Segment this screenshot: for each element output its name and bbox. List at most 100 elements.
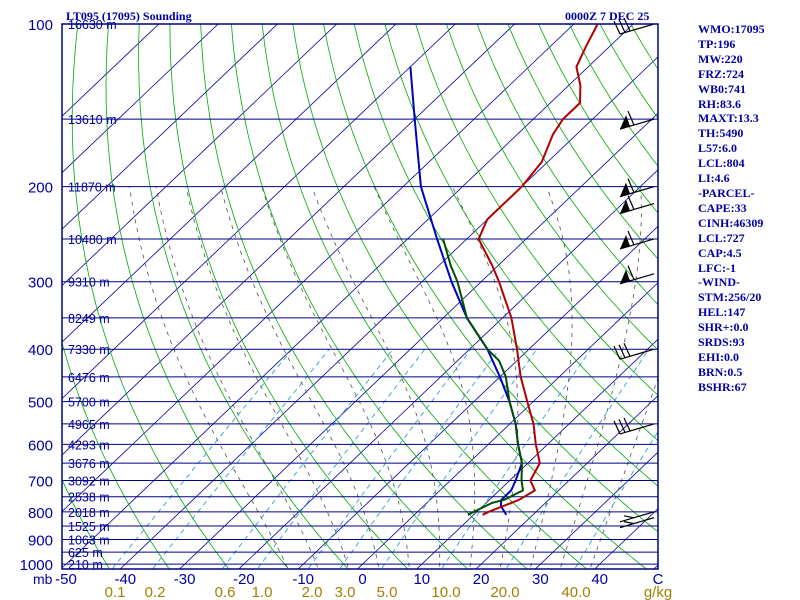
stat-6: MAXT:13.3 (698, 111, 759, 126)
stat-10: LI:4.6 (698, 171, 730, 186)
mixing-ratio-label-9: 40.0 (561, 584, 590, 600)
mixing-ratio-label-0: 0.1 (105, 584, 126, 600)
stat-5: RH:83.6 (698, 96, 741, 111)
stat-18: STM:256/20 (698, 290, 762, 305)
mixing-ratio-line-40 (574, 430, 658, 569)
height-label-200: 11870 m (68, 181, 116, 195)
wind-barb-flag (620, 115, 630, 130)
dry-adiabat-480 (767, 0, 800, 576)
wind-barb-150 (619, 110, 655, 130)
dry-adiabat-490 (796, 0, 800, 576)
mixing-ratio-line-10 (440, 348, 592, 569)
pressure-unit-label: mb (33, 571, 53, 587)
wind-barb-staff (619, 238, 655, 250)
isotherm-30 (534, 451, 658, 569)
stat-4: WB0:741 (698, 81, 746, 96)
wind-barb-tick (618, 419, 626, 433)
wind-barb-tick (627, 178, 635, 193)
mixing-ratio-label-5: 3.0 (335, 584, 356, 600)
dry-adiabat-330 (323, 24, 658, 533)
height-label-450: 6476 m (68, 371, 110, 385)
isotherm--100 (62, 24, 338, 287)
mixing-ratio-label-10: g/kg (644, 584, 672, 600)
stat-3: FRZ:724 (698, 66, 744, 81)
station-title: LT095 (17095) Sounding (66, 9, 192, 23)
mixing-ratio-label-7: 10.0 (431, 584, 460, 600)
isotherm--120 (62, 24, 219, 174)
plot-border (61, 23, 659, 570)
pressure-tick-1000: 1000 (20, 557, 53, 574)
height-label-750: 2538 m (68, 491, 110, 505)
wind-barb-tick (627, 110, 635, 126)
wind-barb-tick (627, 230, 635, 246)
dry-adiabat-240 (62, 341, 170, 569)
mixing-ratio-line-3 (339, 348, 500, 569)
isotherm-0 (356, 282, 658, 569)
dry-adiabat-310 (261, 24, 588, 569)
wind-barb-400 (613, 342, 655, 360)
height-label-250: 10480 m (68, 233, 117, 247)
moist-adiabat-40 (589, 376, 658, 569)
plot-frame (61, 23, 659, 570)
stat-7: TH:5490 (698, 126, 744, 141)
mixing-ratio-line-0.6 (221, 348, 394, 569)
isotherm--30 (178, 112, 658, 569)
isotherm--110 (62, 24, 278, 230)
wind-barb-staff (619, 186, 655, 198)
wind-barb-250 (619, 230, 655, 250)
wind-barb-staff (619, 118, 655, 130)
dry-adiabat-270 (138, 24, 349, 569)
isotherm--50 (62, 24, 634, 569)
mixing-ratio-line-1 (256, 348, 426, 569)
wind-barb-flag (620, 269, 630, 284)
height-label-950: 625 m (68, 546, 103, 560)
wind-barb-tick (613, 345, 621, 360)
stat-2: MW:220 (698, 51, 743, 66)
temp-tick-9: 40 (591, 571, 608, 588)
height-label-100: 16630 m (68, 18, 117, 32)
temp-tick-3: -20 (233, 571, 255, 588)
mixing-ratio-label-1: 0.2 (145, 584, 166, 600)
mixing-ratio-line-5 (380, 348, 538, 569)
stat-21: SRDS:93 (698, 335, 745, 350)
isotherms (62, 24, 658, 569)
wind-barb-550 (613, 417, 655, 435)
height-label-150: 13610 m (68, 113, 117, 127)
stat-9: LCL:804 (698, 156, 745, 171)
wind-barb-staff (619, 203, 655, 215)
temp-tick-0: -50 (55, 571, 77, 588)
isotherm--80 (62, 24, 456, 400)
wind-barb-staff (619, 348, 655, 360)
wind-barb-flag (620, 182, 630, 197)
mixing-ratio-label-6: 5.0 (377, 584, 398, 600)
isotherm--40 (119, 56, 658, 569)
wind-barb-820 (619, 517, 655, 529)
isotherm--90 (62, 24, 397, 343)
pressure-tick-200: 200 (28, 180, 53, 197)
stat-19: HEL:147 (698, 305, 746, 320)
wind-barbs (613, 17, 655, 529)
moist-adiabat-20 (373, 186, 476, 569)
pressure-tick-900: 900 (28, 532, 53, 549)
mixing-ratio-line-20 (505, 348, 650, 569)
wind-barb-tick (623, 342, 631, 357)
moist-adiabat-5 (220, 186, 380, 569)
isotherm--130 (62, 24, 160, 117)
moist-adiabat-0 (185, 186, 350, 569)
isotherm--60 (62, 24, 575, 513)
wind-barb-tick (627, 265, 635, 281)
height-label-600: 4293 m (68, 438, 110, 452)
mixing-ratio-label-8: 20.0 (490, 584, 519, 600)
dry-adiabat-230 (62, 478, 111, 569)
wind-barb-290 (619, 265, 655, 285)
wind-barb-800 (619, 511, 655, 523)
isotherm-10 (416, 338, 658, 569)
stat-8: L57:6.0 (698, 141, 737, 156)
wind-barb-tick (623, 515, 635, 519)
temperature-profile-line (477, 24, 599, 516)
pressure-tick-600: 600 (28, 437, 53, 454)
pressure-tick-300: 300 (28, 275, 53, 292)
height-label-300: 9310 m (68, 276, 110, 290)
